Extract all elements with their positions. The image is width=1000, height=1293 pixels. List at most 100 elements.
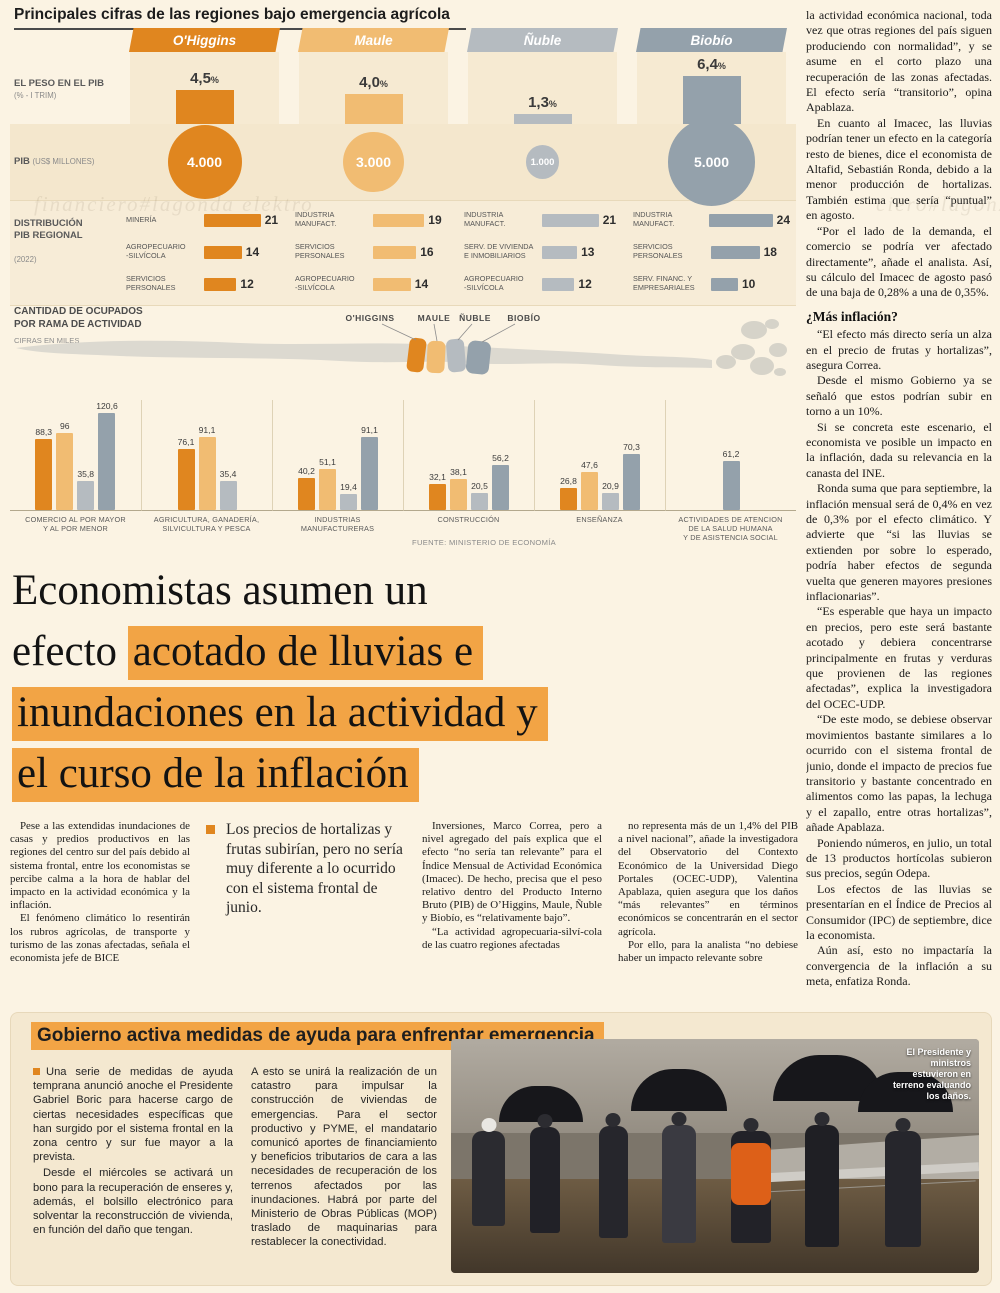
dist-bar bbox=[373, 277, 411, 291]
dist-bar bbox=[542, 213, 599, 227]
photo-person bbox=[884, 1118, 921, 1248]
row-label-peso-sub: (% - I TRIM) bbox=[14, 91, 57, 100]
chart-bar-value: 76,1 bbox=[177, 436, 195, 447]
peso-pib-value: 6,4% bbox=[627, 56, 796, 74]
dist-cell: INDUSTRIA MANUFACT. 24 SERVICIOS PERSONALE… bbox=[627, 200, 796, 307]
chart-category-label: ACTIVIDADES DE ATENCION DE LA SALUD HUMA… bbox=[678, 514, 783, 542]
map-callout-line bbox=[457, 323, 473, 341]
chart-bar-value: 120,6 bbox=[96, 401, 118, 412]
dist-bar bbox=[204, 245, 242, 259]
dist-value: 12 bbox=[240, 277, 254, 291]
row-label-peso-main: EL PESO EN EL PIB bbox=[14, 78, 104, 89]
dist-label: SERVICIOS PERSONALES bbox=[295, 242, 345, 260]
chart-bar-value: 91,1 bbox=[361, 424, 378, 435]
paragraph: Aún así, esto no impactaría la convergen… bbox=[806, 943, 992, 989]
peso-percent-sign: % bbox=[548, 99, 557, 110]
dist-value: 21 bbox=[602, 213, 617, 227]
chart-group: 26,8 47,6 20,9 70,3 ENSEÑANZA bbox=[534, 400, 665, 550]
chart-bar-rect bbox=[177, 448, 195, 510]
headline-line: el curso de la inflación bbox=[12, 745, 800, 803]
dist-label: SERV. FINANC. Y EMPRESARIALES bbox=[633, 274, 695, 292]
paragraph: “Por el lado de la demanda, el comercio … bbox=[806, 223, 992, 300]
chart-bar-rect bbox=[56, 432, 74, 510]
chart-group: 32,1 38,1 20,5 56,2 CONSTRUCCIÓN bbox=[403, 400, 534, 550]
chart-bar-value: 35,4 bbox=[219, 469, 237, 480]
chart-bar-value: 26,8 bbox=[560, 476, 577, 487]
headline-highlight: el curso de la inflación bbox=[12, 748, 419, 802]
dist-item: INDUSTRIA MANUFACT. 24 bbox=[633, 205, 790, 235]
dist-bar bbox=[204, 277, 237, 291]
chart-bar: 91,1 bbox=[359, 425, 380, 510]
paragraph: Poniendo números, en julio, un total de … bbox=[806, 835, 992, 881]
region-tab: Ñuble bbox=[467, 28, 618, 52]
peso-pib-value: 4,0% bbox=[289, 74, 458, 92]
chart-category-label: AGRICULTURA, GANADERÍA, SILVICULTURA Y P… bbox=[153, 514, 260, 533]
chart-bar-rect bbox=[560, 488, 577, 510]
region-patch-nuble bbox=[446, 338, 466, 373]
column-band bbox=[468, 52, 617, 124]
chart-bar: 38,1 bbox=[448, 467, 469, 510]
chart-bar-rect bbox=[77, 481, 95, 510]
map-island bbox=[750, 357, 774, 375]
dist-item: SERV. DE VIVIENDA E INMOBILIARIOS 13 bbox=[464, 237, 621, 267]
photo-person bbox=[662, 1111, 697, 1243]
paragraph: Por ello, para la analista “no debiese h… bbox=[618, 938, 798, 965]
chart-bar-value: 19,4 bbox=[340, 482, 357, 493]
infographic: Principales cifras de las regiones bajo … bbox=[10, 0, 800, 560]
subheading: ¿Más inflación? bbox=[806, 308, 898, 324]
chart-bar-rect bbox=[471, 493, 488, 510]
map-mainland bbox=[16, 340, 712, 368]
map-of-chile: O'HIGGINS MAULE ÑUBLE BIOBÍO bbox=[10, 310, 796, 396]
dist-item: AGROPECUARIO -SILVÍCOLA 14 bbox=[295, 269, 452, 299]
dist-value: 24 bbox=[776, 213, 790, 227]
peso-percent-sign: % bbox=[379, 79, 388, 89]
region-tab: O'Higgins bbox=[129, 28, 280, 52]
body-col-1: Pese a las extendidas inundaciones de ca… bbox=[10, 820, 190, 1012]
chart-bar: 32,1 bbox=[427, 472, 448, 510]
dist-item: SERVICIOS PERSONALES 18 bbox=[633, 237, 790, 267]
chart-category-label: CONSTRUCCIÓN bbox=[437, 514, 500, 524]
headline-line: inundaciones en la actividad y bbox=[12, 684, 800, 742]
dist-bar bbox=[711, 277, 738, 291]
row-label-peso: EL PESO EN EL PIB (% - I TRIM) bbox=[14, 78, 116, 102]
region-column: Maule 4,0% 3.000 INDUSTRIA MANUFACT. 19 SERVI… bbox=[289, 28, 458, 307]
dist-value: 16 bbox=[420, 245, 434, 259]
headline-line: efecto acotado de lluvias e bbox=[12, 623, 800, 681]
chart-bar-rect bbox=[602, 493, 619, 510]
chart-bar-value: 56,2 bbox=[492, 452, 509, 463]
dist-value: 21 bbox=[264, 213, 279, 227]
chart-bar-rect bbox=[198, 436, 216, 510]
chart-bar-value: 20,9 bbox=[602, 481, 619, 492]
paragraph: Ronda suma que para septiembre, la infla… bbox=[806, 481, 992, 604]
peso-pib-bar bbox=[513, 114, 572, 124]
dist-label: AGROPECUARIO -SILVÍCOLA bbox=[126, 242, 186, 260]
peso-pib-bar bbox=[344, 94, 403, 124]
chart-bar: 70,3 bbox=[621, 442, 642, 510]
chart-bar-value: 40,2 bbox=[298, 465, 315, 476]
region-column: O'Higgins 4,5% 4.000 MINERÍA 21 AGROPECUARIO … bbox=[120, 28, 289, 307]
pib-cell: 3.000 bbox=[289, 124, 458, 200]
dist-bar bbox=[711, 245, 760, 259]
headline-highlight: acotado de lluvias e bbox=[127, 626, 484, 680]
peso-number: 1,3 bbox=[528, 94, 549, 112]
dist-cell: MINERÍA 21 AGROPECUARIO -SILVÍCOLA 14 SERVIC… bbox=[120, 200, 289, 307]
region-column: Biobío 6,4% 5.000 INDUSTRIA MANUFACT. 24 SERV… bbox=[627, 28, 796, 307]
map-callout-line bbox=[433, 323, 438, 342]
chart-bars: 40,2 51,1 19,4 91,1 bbox=[272, 400, 403, 511]
chart-bar-value: 91,1 bbox=[198, 424, 216, 435]
map-label-maule: MAULE bbox=[418, 313, 451, 323]
photo-person-head bbox=[743, 1117, 759, 1132]
chart-bar: 51,1 bbox=[317, 457, 338, 510]
paragraph: la actividad económica nacional, toda ve… bbox=[806, 8, 992, 115]
peso-pib-cell: 4,0% bbox=[289, 52, 458, 124]
region-patch-ohiggins bbox=[406, 337, 427, 373]
row-label-dist-main: DISTRIBUCIÓN PIB REGIONAL bbox=[14, 218, 83, 241]
chart-bar-rect bbox=[319, 468, 336, 510]
map-callout-line bbox=[481, 323, 516, 343]
chart-group: 88,3 96 35,8 120,6 COMERCIO AL POR MAYOR Y A… bbox=[10, 400, 141, 550]
chart-bar-rect bbox=[429, 484, 446, 510]
chart-bar: 35,4 bbox=[218, 469, 239, 510]
chart-bars: 76,1 91,1 35,4 bbox=[141, 400, 272, 511]
photo-person-head bbox=[814, 1112, 830, 1127]
dist-label: SERVICIOS PERSONALES bbox=[126, 274, 176, 292]
